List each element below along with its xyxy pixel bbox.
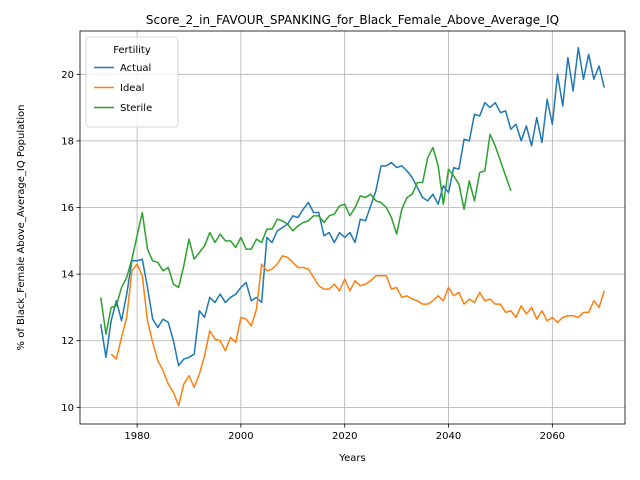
y-tick-label: 14	[61, 270, 74, 281]
x-axis-ticks: 1980 2000 2020 2040 2060	[124, 424, 565, 442]
legend-label-sterile: Sterile	[120, 103, 152, 114]
plot-frame	[79, 30, 626, 425]
series-layer	[100, 46, 605, 407]
y-axis-label: % of Black_Female Above_Average_IQ Popul…	[16, 105, 27, 351]
x-tick-label: 2040	[436, 431, 461, 442]
x-axis-label: Years	[338, 453, 365, 464]
chart-title: Score_2_in_FAVOUR_SPANKING_for_Black_Fem…	[146, 13, 559, 27]
y-tick-label: 18	[61, 136, 74, 147]
legend: Fertility Actual Ideal Sterile	[85, 36, 179, 128]
legend-label-actual: Actual	[120, 63, 151, 74]
legend-box	[85, 36, 179, 128]
legend-label-ideal: Ideal	[120, 83, 144, 94]
series-line-ideal	[110, 255, 605, 407]
y-tick-label: 12	[61, 336, 74, 347]
x-tick-label: 2020	[332, 431, 357, 442]
legend-title: Fertility	[113, 45, 151, 56]
y-axis-ticks: 10 12 14 16 18 20	[61, 70, 80, 414]
x-tick-label: 1980	[124, 431, 149, 442]
legend-entries: Actual Ideal Sterile	[94, 63, 152, 114]
y-tick-label: 20	[61, 70, 74, 81]
x-tick-label: 2060	[540, 431, 565, 442]
y-tick-label: 10	[61, 403, 74, 414]
y-tick-label: 16	[61, 203, 74, 214]
x-tick-label: 2000	[228, 431, 253, 442]
series-line-sterile	[100, 133, 512, 335]
series-line-actual	[100, 46, 605, 367]
